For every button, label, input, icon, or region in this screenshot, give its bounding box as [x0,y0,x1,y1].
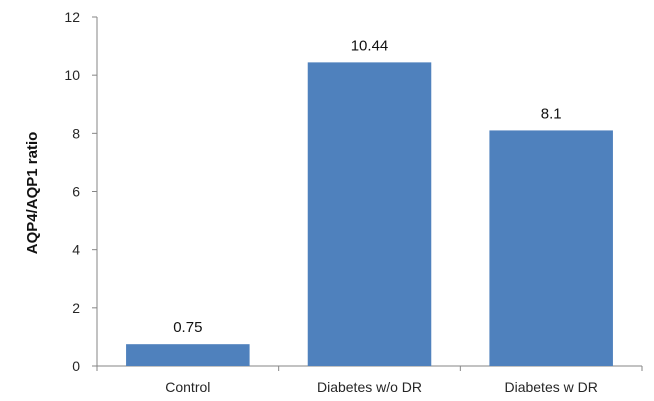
x-tick-label: Diabetes w DR [504,379,597,395]
bars [126,62,613,367]
bar-value-label: 0.75 [173,319,202,336]
y-axis-title: AQP4/AQP1 ratio [24,132,41,255]
bar-value-label: 8.1 [541,105,562,122]
y-tick-label: 8 [72,125,80,141]
y-tick-label: 0 [72,358,80,374]
bar-value-label: 10.44 [351,37,389,54]
y-tick-label: 2 [72,300,80,316]
x-tick-label: Diabetes w/o DR [317,379,422,395]
y-tick-label: 10 [64,67,80,83]
y-axis: 0 2 4 6 8 10 12 [64,9,98,374]
bar [307,62,432,367]
y-tick-label: 4 [72,242,80,258]
bar [126,344,250,366]
y-tick-label: 6 [72,184,80,200]
y-tick-label: 12 [64,9,80,25]
data-labels: 0.75 10.44 8.1 [173,37,561,336]
x-axis: Control Diabetes w/o DR Diabetes w DR [96,365,643,395]
x-tick-label: Control [165,379,210,395]
bar [489,130,613,366]
